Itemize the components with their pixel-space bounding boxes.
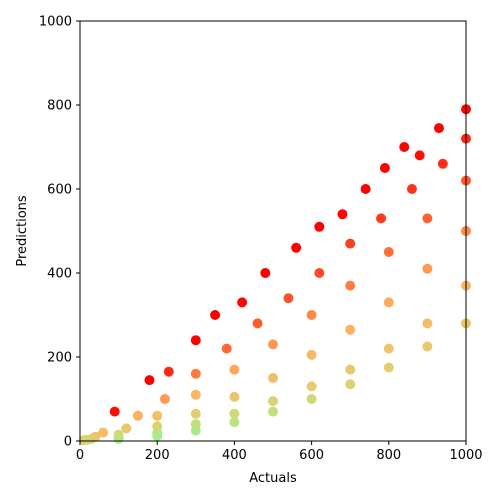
data-point bbox=[399, 142, 409, 152]
data-point bbox=[307, 394, 317, 404]
x-tick-label: 400 bbox=[222, 448, 247, 463]
data-point bbox=[160, 394, 170, 404]
data-point bbox=[114, 430, 124, 440]
data-point bbox=[222, 344, 232, 354]
data-point bbox=[152, 411, 162, 421]
y-tick-label: 400 bbox=[47, 267, 72, 282]
data-point bbox=[422, 264, 432, 274]
data-point bbox=[438, 159, 448, 169]
data-point bbox=[307, 350, 317, 360]
data-point bbox=[434, 123, 444, 133]
data-point bbox=[291, 243, 301, 253]
data-point bbox=[191, 335, 201, 345]
data-point bbox=[268, 339, 278, 349]
data-point bbox=[384, 297, 394, 307]
data-point bbox=[121, 423, 131, 433]
data-point bbox=[345, 365, 355, 375]
data-point bbox=[384, 363, 394, 373]
data-point bbox=[268, 396, 278, 406]
data-point bbox=[345, 239, 355, 249]
x-tick-label: 200 bbox=[145, 448, 170, 463]
data-point bbox=[237, 297, 247, 307]
data-point bbox=[98, 428, 108, 438]
data-point bbox=[422, 342, 432, 352]
data-point bbox=[110, 407, 120, 417]
x-tick-label: 800 bbox=[376, 448, 401, 463]
y-tick-label: 1000 bbox=[39, 15, 72, 30]
data-point bbox=[268, 373, 278, 383]
data-point bbox=[307, 381, 317, 391]
data-point bbox=[191, 390, 201, 400]
data-point bbox=[253, 318, 263, 328]
data-point bbox=[229, 392, 239, 402]
x-tick-label: 600 bbox=[299, 448, 324, 463]
data-point bbox=[191, 369, 201, 379]
x-tick-label: 1000 bbox=[449, 448, 482, 463]
data-point bbox=[384, 344, 394, 354]
y-tick-label: 200 bbox=[47, 351, 72, 366]
data-point bbox=[415, 150, 425, 160]
x-axis-label: Actuals bbox=[249, 471, 297, 486]
y-tick-label: 0 bbox=[64, 435, 72, 450]
data-point bbox=[152, 421, 162, 431]
data-point bbox=[384, 247, 394, 257]
data-point bbox=[345, 281, 355, 291]
data-point bbox=[283, 293, 293, 303]
data-point bbox=[345, 379, 355, 389]
x-tick-label: 0 bbox=[76, 448, 84, 463]
data-point bbox=[229, 365, 239, 375]
data-point bbox=[144, 375, 154, 385]
y-tick-label: 600 bbox=[47, 183, 72, 198]
data-point bbox=[380, 163, 390, 173]
data-point bbox=[260, 268, 270, 278]
data-point bbox=[307, 310, 317, 320]
data-point bbox=[337, 209, 347, 219]
data-point bbox=[191, 419, 201, 429]
data-point bbox=[422, 213, 432, 223]
data-point bbox=[314, 268, 324, 278]
data-point bbox=[133, 411, 143, 421]
data-point bbox=[407, 184, 417, 194]
data-point bbox=[314, 222, 324, 232]
data-point bbox=[376, 213, 386, 223]
data-point bbox=[361, 184, 371, 194]
y-tick-label: 800 bbox=[47, 99, 72, 114]
data-point bbox=[191, 409, 201, 419]
data-point bbox=[210, 310, 220, 320]
data-point bbox=[345, 325, 355, 335]
data-point bbox=[229, 409, 239, 419]
data-point bbox=[164, 367, 174, 377]
data-point bbox=[268, 407, 278, 417]
y-axis-label: Predictions bbox=[15, 195, 30, 267]
data-point bbox=[422, 318, 432, 328]
